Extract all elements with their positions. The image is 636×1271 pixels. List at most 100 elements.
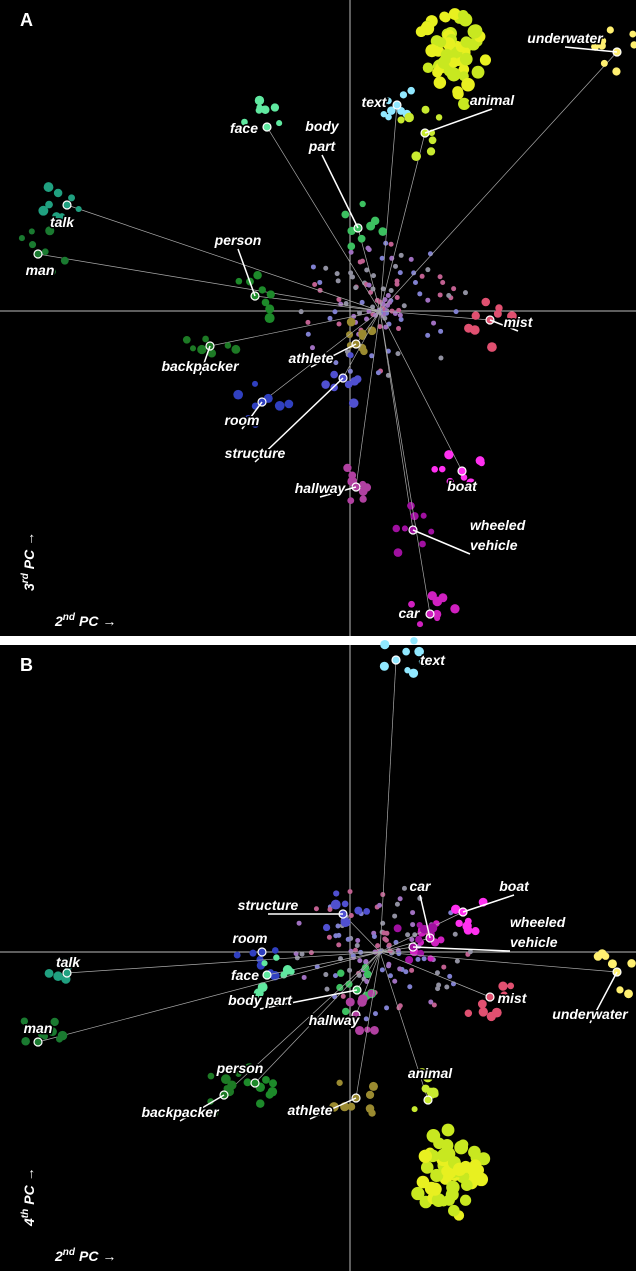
point [438, 328, 444, 334]
node [425, 609, 435, 619]
link [37, 951, 381, 1043]
point [364, 267, 370, 273]
point [365, 245, 371, 251]
label-line: underwater [527, 30, 604, 46]
node-label: hallway [295, 480, 347, 496]
point [202, 335, 209, 343]
node-label: face [231, 967, 259, 983]
point [270, 103, 280, 112]
label-line: animal [470, 92, 515, 108]
point [363, 959, 369, 965]
point [371, 933, 377, 939]
point [359, 495, 367, 503]
point [359, 200, 366, 208]
point [330, 370, 338, 379]
point [410, 922, 416, 928]
point [448, 8, 461, 21]
point [417, 1068, 428, 1079]
point [335, 278, 341, 284]
point [350, 377, 359, 386]
point [383, 324, 389, 330]
point [405, 932, 411, 938]
node [257, 947, 267, 957]
point [426, 1087, 436, 1097]
point [366, 282, 372, 288]
node [423, 1095, 433, 1105]
point [415, 935, 423, 944]
point [464, 323, 474, 333]
point [630, 41, 636, 49]
point [64, 961, 73, 971]
point [357, 310, 363, 316]
link [379, 104, 398, 312]
label-line: room [233, 930, 268, 946]
point [324, 986, 330, 992]
point [395, 351, 401, 357]
point [347, 497, 355, 505]
node [62, 200, 72, 210]
point [597, 949, 607, 959]
point [265, 1090, 274, 1099]
point [437, 292, 443, 298]
link [355, 951, 381, 1099]
point [370, 216, 380, 226]
point [422, 62, 434, 74]
point [224, 342, 232, 349]
axis-text: PC → [79, 613, 116, 629]
point [408, 600, 415, 608]
point [68, 194, 76, 202]
point [397, 312, 403, 318]
point [336, 1079, 343, 1086]
point [425, 332, 431, 338]
node-label: boat [499, 878, 530, 894]
point [251, 380, 259, 387]
leader [309, 1097, 357, 1120]
point [254, 95, 265, 106]
point [446, 293, 452, 299]
leader [321, 154, 359, 229]
point [434, 970, 440, 976]
point [427, 923, 438, 933]
point [261, 105, 270, 114]
node-label: room [225, 412, 260, 428]
point [340, 993, 346, 999]
point [410, 637, 418, 645]
point [612, 67, 621, 76]
point [345, 997, 355, 1007]
point [428, 528, 435, 535]
point [343, 463, 352, 473]
point [416, 1175, 430, 1189]
point [624, 989, 633, 999]
point [396, 307, 402, 313]
point [380, 639, 390, 650]
point [299, 951, 305, 957]
point [405, 955, 414, 965]
axis-text: PC → [21, 532, 37, 569]
point [627, 959, 636, 968]
link [379, 310, 491, 321]
node-label: man [26, 262, 55, 278]
point [478, 459, 485, 467]
point [48, 267, 56, 276]
node-label: structure [225, 445, 286, 461]
point [341, 210, 350, 219]
link [379, 132, 426, 312]
leader [412, 529, 471, 555]
point [419, 273, 425, 279]
point [460, 36, 472, 48]
axis-num: 3 [21, 583, 37, 591]
point [333, 890, 340, 897]
label-line: part [308, 138, 337, 154]
label-line: talk [56, 954, 81, 970]
point [357, 958, 363, 964]
node-label: wheeled vehicle [510, 914, 566, 950]
point [53, 188, 63, 198]
link [379, 659, 397, 953]
point [233, 951, 241, 959]
label-line: animal [408, 1065, 453, 1081]
label-line: body [305, 118, 340, 134]
point [323, 972, 329, 978]
point [262, 1076, 270, 1084]
label-line: body part [228, 992, 293, 1008]
